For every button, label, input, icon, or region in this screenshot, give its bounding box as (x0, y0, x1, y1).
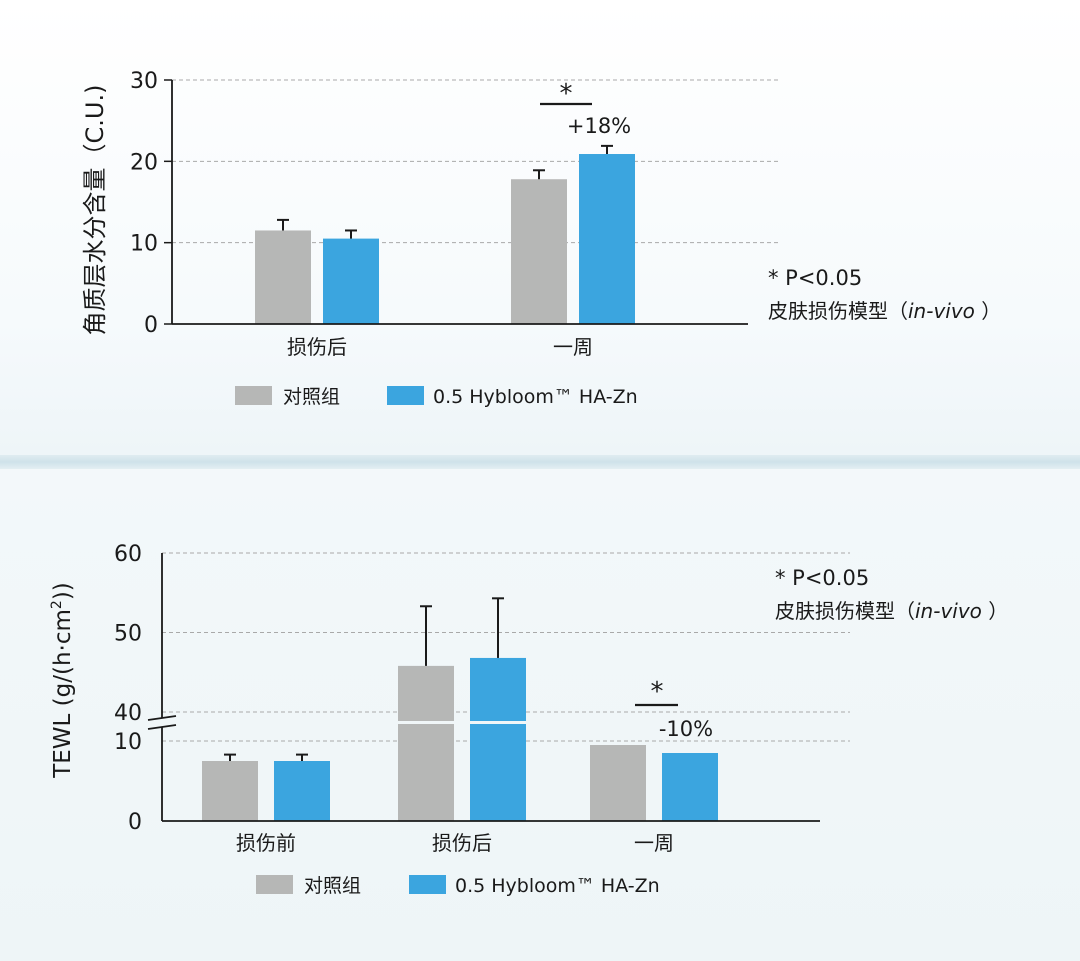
y-tick-label: 10 (130, 232, 158, 257)
y-tick-label: 0 (128, 810, 142, 835)
y-tick-label: 30 (130, 69, 158, 94)
legend-label-treated: 0.5 Hybloom™ HA-Zn (455, 875, 660, 897)
bar-control (511, 179, 567, 324)
significance-star: * (560, 79, 573, 109)
legend-swatch-control (256, 875, 293, 894)
bar-control (590, 745, 646, 821)
model-note: 皮肤损伤模型（in-vivo ） (775, 599, 1008, 623)
bar-treated (274, 761, 330, 821)
bar-treated-lower (470, 724, 526, 821)
x-tick-label: 一周 (553, 335, 593, 359)
legend-label-treated: 0.5 Hybloom™ HA-Zn (433, 386, 638, 408)
bar-control-lower (398, 724, 454, 821)
y-axis-title: TEWL (g/(h·cm2)) (49, 582, 76, 779)
y-tick-label: 20 (130, 150, 158, 175)
y-tick-label: 60 (114, 542, 142, 567)
bar-treated (662, 753, 718, 821)
p-value-note: * P<0.05 (768, 266, 862, 290)
bar-treated-upper (470, 657, 526, 721)
stratum-corneum-moisture-chart: 0 10 20 30 损伤后 一周 角质层水分含量（C.U.) * +18% * P<0.… (81, 69, 1001, 408)
legend-swatch-treated (387, 386, 424, 405)
y-tick-label: 10 (114, 730, 142, 755)
y-tick-label: 50 (114, 622, 142, 647)
bar-treated (323, 238, 379, 324)
axis-break-mark (147, 715, 177, 721)
bar-control (202, 761, 258, 821)
y-tick-label: 0 (144, 313, 158, 338)
change-label: -10% (659, 717, 713, 741)
x-tick-label: 损伤前 (236, 831, 296, 855)
legend-swatch-control (235, 386, 272, 405)
bottom-panel-bg (0, 469, 1080, 961)
bar-treated (579, 154, 635, 324)
significance-star: * (651, 677, 664, 707)
panel-divider (0, 455, 1080, 469)
legend-swatch-treated (409, 875, 446, 894)
bar-control (255, 230, 311, 324)
y-axis-title: 角质层水分含量（C.U.) (81, 85, 109, 336)
bar-control-upper (398, 665, 454, 721)
legend-label-control: 对照组 (283, 386, 340, 408)
change-label: +18% (567, 114, 631, 138)
model-note: 皮肤损伤模型（in-vivo ） (768, 299, 1001, 323)
x-tick-label: 损伤后 (432, 831, 492, 855)
x-tick-label: 损伤后 (287, 335, 347, 359)
y-tick-label: 40 (114, 701, 142, 726)
x-tick-label: 一周 (634, 831, 674, 855)
axis-break-mark (147, 724, 177, 730)
legend-label-control: 对照组 (304, 875, 361, 897)
p-value-note: * P<0.05 (775, 566, 869, 590)
